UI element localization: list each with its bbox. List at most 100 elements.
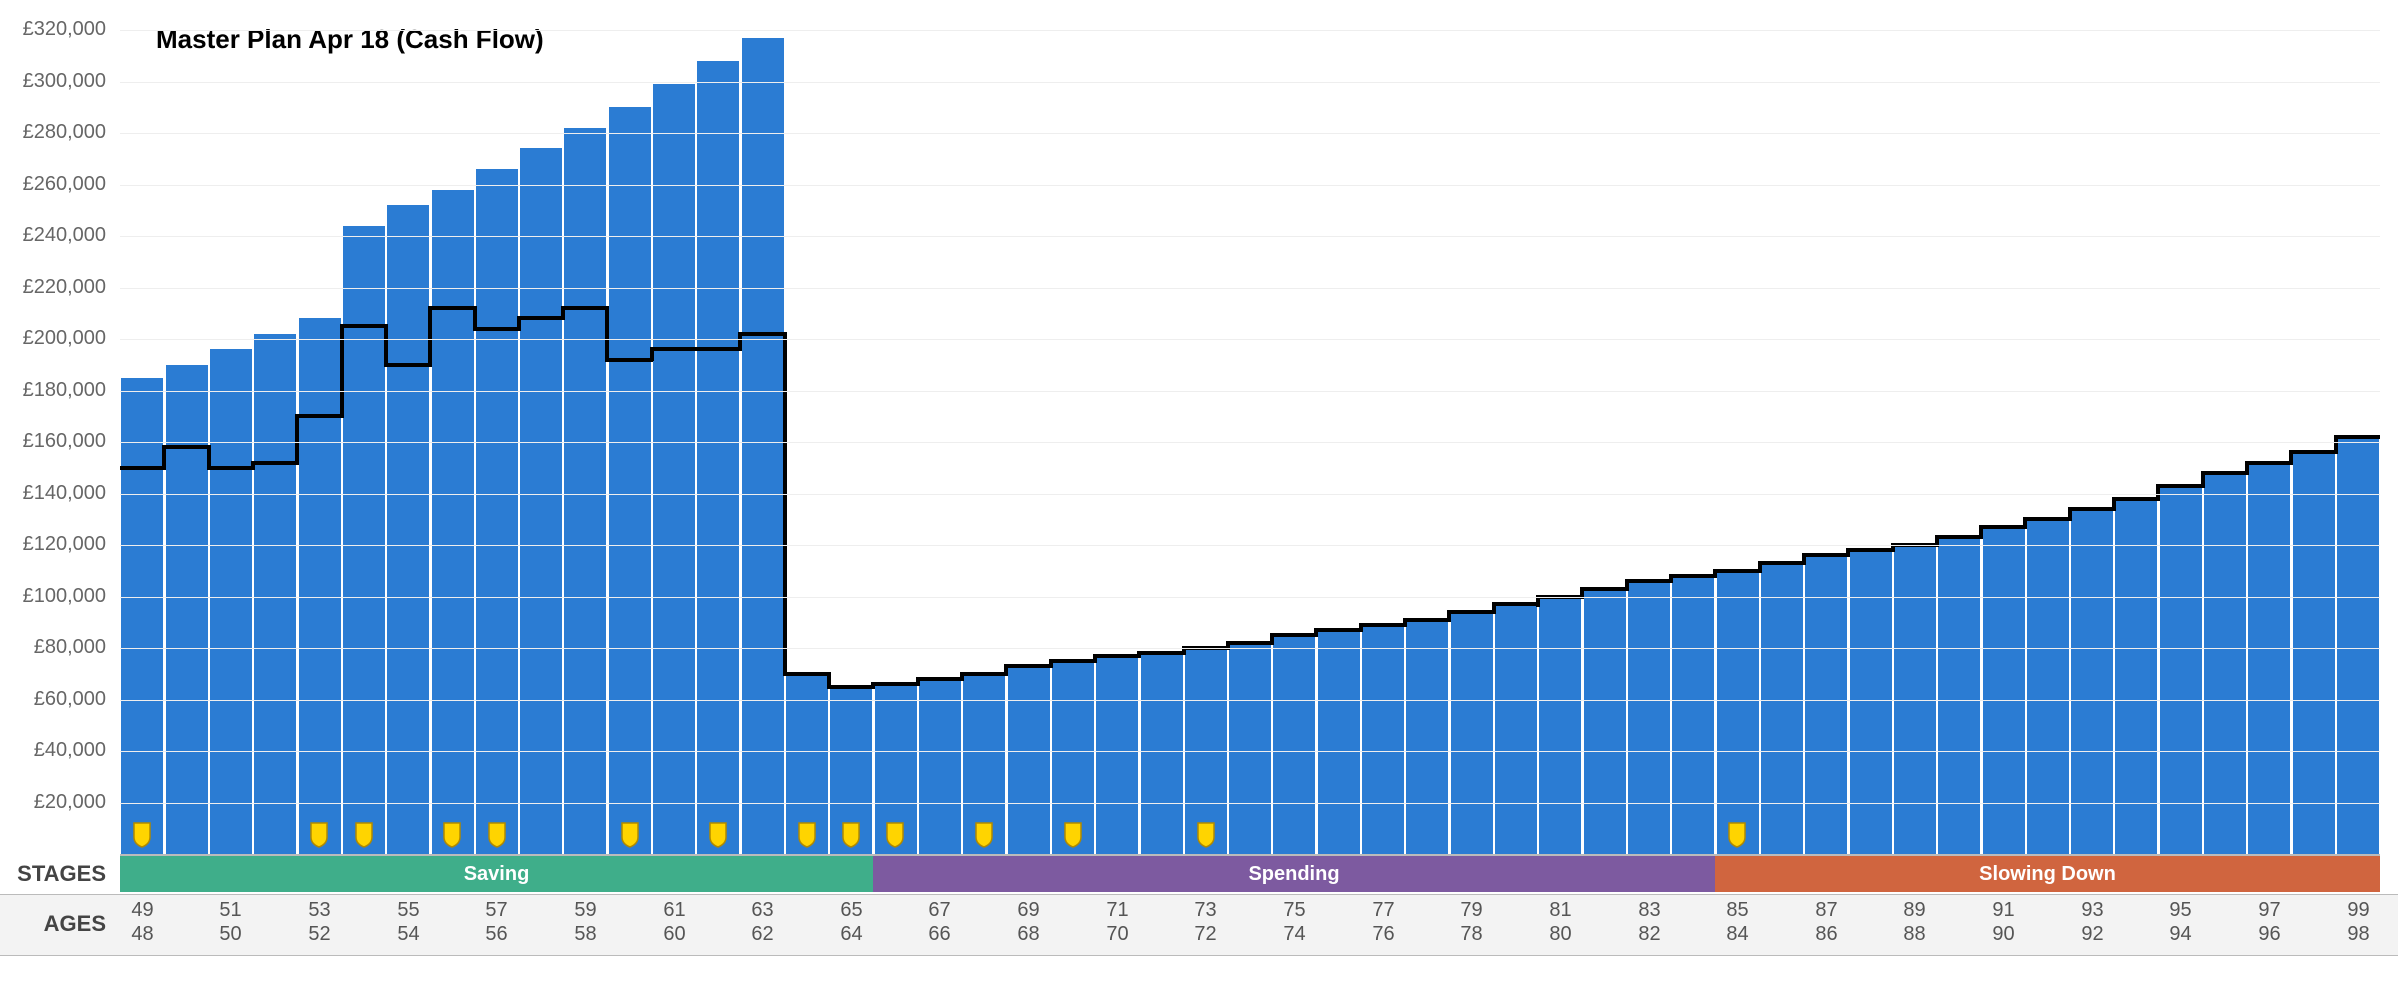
bar[interactable]	[919, 679, 961, 854]
gridline	[120, 339, 2380, 340]
bar[interactable]	[432, 190, 474, 854]
bar[interactable]	[254, 334, 296, 854]
step-line	[1228, 641, 1274, 645]
bar[interactable]	[2337, 437, 2379, 854]
bar[interactable]	[210, 349, 252, 854]
event-marker-icon[interactable]	[443, 822, 461, 848]
gridline	[120, 648, 2380, 649]
step-line	[652, 347, 698, 351]
gridline	[120, 288, 2380, 289]
bar[interactable]	[1983, 527, 2025, 854]
event-marker-icon[interactable]	[133, 822, 151, 848]
event-marker-icon[interactable]	[975, 822, 993, 848]
bar[interactable]	[1406, 620, 1448, 854]
step-line	[209, 466, 255, 470]
bar[interactable]	[1628, 581, 1670, 854]
step-line	[1006, 664, 1052, 668]
bar[interactable]	[742, 38, 784, 854]
event-marker-icon[interactable]	[1064, 822, 1082, 848]
bar[interactable]	[609, 107, 651, 854]
step-line	[785, 672, 831, 676]
step-line	[2291, 450, 2337, 454]
bar[interactable]	[1273, 635, 1315, 854]
step-line	[120, 466, 166, 470]
step-line	[2025, 517, 2071, 521]
bar[interactable]	[1141, 653, 1183, 854]
age-label: 9190	[1959, 898, 2048, 946]
event-marker-icon[interactable]	[842, 822, 860, 848]
bar[interactable]	[1008, 666, 1050, 854]
step-line	[1981, 525, 2027, 529]
bar[interactable]	[1717, 571, 1759, 854]
bar[interactable]	[1938, 537, 1980, 854]
bar[interactable]	[520, 148, 562, 854]
y-tick-label: £140,000	[0, 482, 106, 505]
gridline	[120, 82, 2380, 83]
y-tick-label: £200,000	[0, 327, 106, 350]
bar[interactable]	[1672, 576, 1714, 854]
step-line	[829, 685, 875, 689]
stage-band[interactable]: Spending	[873, 856, 1715, 892]
event-marker-icon[interactable]	[1197, 822, 1215, 848]
age-label: 6564	[807, 898, 896, 946]
bar[interactable]	[1318, 630, 1360, 854]
bar[interactable]	[121, 378, 163, 854]
age-label: 5958	[541, 898, 630, 946]
event-marker-icon[interactable]	[355, 822, 373, 848]
step-line	[2114, 497, 2160, 501]
gridline	[120, 391, 2380, 392]
y-tick-label: £240,000	[0, 224, 106, 247]
step-line	[1449, 610, 1495, 614]
bar[interactable]	[1761, 563, 1803, 854]
event-marker-icon[interactable]	[310, 822, 328, 848]
y-tick-label: £260,000	[0, 173, 106, 196]
step-line-v	[295, 414, 299, 464]
gridline	[120, 700, 2380, 701]
step-line	[1095, 654, 1141, 658]
bar[interactable]	[2204, 473, 2246, 854]
bar[interactable]	[697, 61, 739, 854]
age-label: 6362	[718, 898, 807, 946]
bar[interactable]	[1539, 596, 1581, 854]
age-label: 6968	[984, 898, 1073, 946]
bar[interactable]	[2248, 463, 2290, 854]
age-label: 9796	[2225, 898, 2314, 946]
cashflow-chart: Master Plan Apr 18 (Cash Flow)£20,000£40…	[0, 0, 2398, 992]
event-marker-icon[interactable]	[886, 822, 904, 848]
bar[interactable]	[2293, 452, 2335, 854]
event-marker-icon[interactable]	[621, 822, 639, 848]
age-label: 5756	[452, 898, 541, 946]
step-line	[2070, 507, 2116, 511]
age-label: 7372	[1161, 898, 1250, 946]
bar[interactable]	[387, 205, 429, 854]
step-line	[1804, 553, 1850, 557]
step-line	[2203, 471, 2249, 475]
event-marker-icon[interactable]	[488, 822, 506, 848]
bar[interactable]	[1495, 604, 1537, 854]
bar[interactable]	[343, 226, 385, 854]
bar[interactable]	[1850, 550, 1892, 854]
bar[interactable]	[1229, 643, 1271, 854]
y-tick-label: £300,000	[0, 70, 106, 93]
step-line	[1627, 579, 1673, 583]
stage-band[interactable]: Slowing Down	[1715, 856, 2380, 892]
bar[interactable]	[2115, 499, 2157, 854]
bar[interactable]	[1584, 589, 1626, 854]
bar[interactable]	[166, 365, 208, 854]
gridline	[120, 494, 2380, 495]
gridline	[120, 442, 2380, 443]
event-marker-icon[interactable]	[1728, 822, 1746, 848]
bar[interactable]	[1805, 555, 1847, 854]
stage-band[interactable]: Saving	[120, 856, 873, 892]
age-label: 5352	[275, 898, 364, 946]
bar[interactable]	[1362, 625, 1404, 854]
event-marker-icon[interactable]	[709, 822, 727, 848]
bar[interactable]	[299, 318, 341, 854]
event-marker-icon[interactable]	[798, 822, 816, 848]
bar[interactable]	[653, 84, 695, 854]
bar[interactable]	[2160, 486, 2202, 854]
bar[interactable]	[1096, 656, 1138, 854]
step-line	[1051, 659, 1097, 663]
step-line	[1405, 618, 1451, 622]
step-line	[1316, 628, 1362, 632]
